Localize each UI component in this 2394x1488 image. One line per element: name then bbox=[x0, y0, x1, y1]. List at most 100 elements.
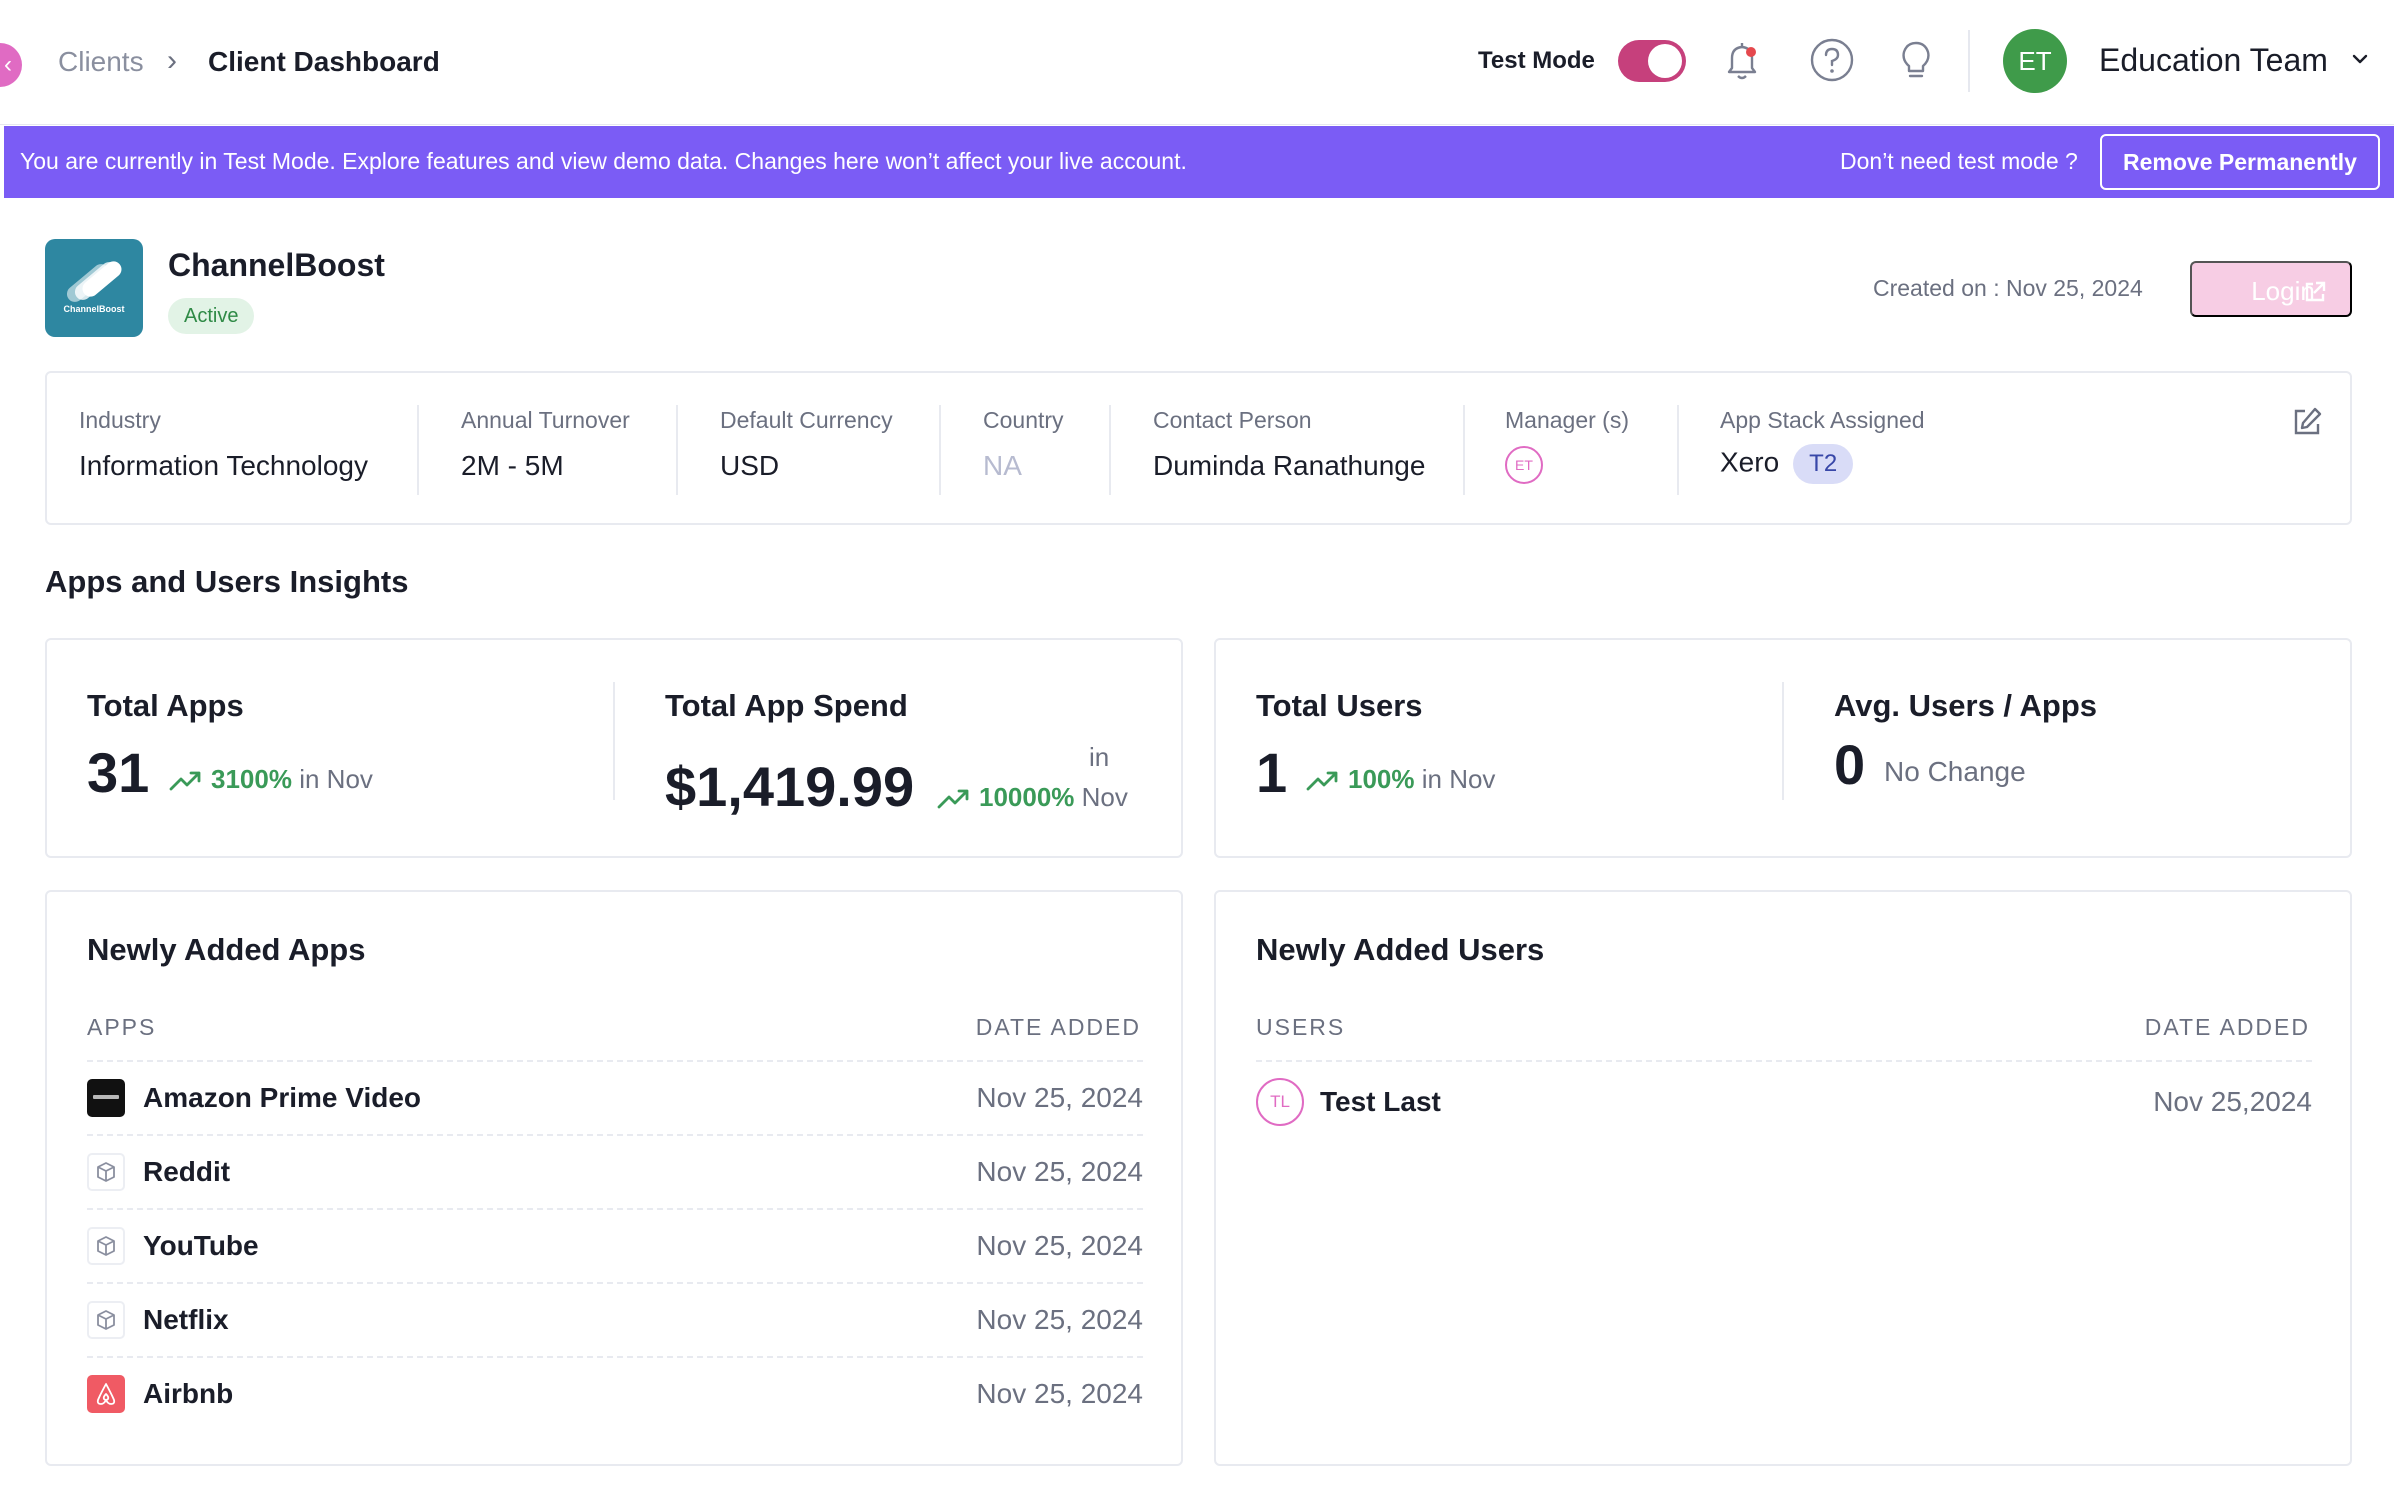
apps-column-header: APPS bbox=[87, 1014, 157, 1040]
avg-users-title: Avg. Users / Apps bbox=[1834, 688, 2098, 723]
app-name: Netflix bbox=[143, 1304, 229, 1335]
info-divider bbox=[1463, 405, 1465, 495]
test-mode-label: Test Mode bbox=[1478, 47, 1595, 74]
apps-metrics-card: Total Apps 31 3100% in Nov Total App Spe… bbox=[45, 638, 1183, 858]
edit-icon[interactable] bbox=[2290, 405, 2324, 439]
test-mode-toggle[interactable] bbox=[1618, 40, 1686, 82]
table-row[interactable]: Netflix Nov 25, 2024 bbox=[87, 1282, 1143, 1356]
team-name[interactable]: Education Team bbox=[2099, 42, 2328, 78]
table-row[interactable]: Airbnb Nov 25, 2024 bbox=[87, 1356, 1143, 1430]
table-row[interactable]: Reddit Nov 25, 2024 bbox=[87, 1134, 1143, 1208]
total-apps-pct: 3100% bbox=[211, 764, 292, 794]
created-on: Created on : Nov 25, 2024 bbox=[1873, 275, 2143, 301]
trend-up-icon bbox=[1306, 771, 1338, 791]
user-name: Test Last bbox=[1320, 1086, 1441, 1117]
total-users-pct: 100% bbox=[1348, 764, 1415, 794]
app-date: Nov 25, 2024 bbox=[976, 1156, 1143, 1187]
manager-avatar[interactable]: ET bbox=[1505, 446, 1543, 484]
airbnb-icon bbox=[87, 1375, 125, 1413]
app-stack-badge[interactable]: T2 bbox=[1793, 444, 1854, 484]
total-spend-trend: 10000% Nov bbox=[937, 782, 1128, 813]
cube-icon bbox=[87, 1227, 125, 1265]
turnover-field: Annual Turnover 2M - 5M bbox=[461, 407, 630, 482]
info-divider bbox=[676, 405, 678, 495]
notification-bell-icon[interactable] bbox=[1716, 34, 1768, 86]
app-date: Nov 25, 2024 bbox=[976, 1082, 1143, 1113]
external-link-icon bbox=[2305, 281, 2326, 302]
app-stack-value: Xero T2 bbox=[1720, 444, 1925, 484]
help-icon[interactable] bbox=[1806, 34, 1858, 86]
cube-icon bbox=[87, 1301, 125, 1339]
total-users-value: 1 bbox=[1256, 741, 1288, 804]
date-column-header: DATE ADDED bbox=[975, 1014, 1141, 1040]
logo-text: ChannelBoost bbox=[63, 304, 125, 314]
table-row[interactable]: TL Test Last Nov 25,2024 bbox=[1256, 1060, 2312, 1144]
total-users-trend: 100% in Nov bbox=[1306, 764, 1495, 795]
manager-label: Manager (s) bbox=[1505, 407, 1629, 433]
user-date: Nov 25,2024 bbox=[2153, 1086, 2312, 1117]
total-apps-trend: 3100% in Nov bbox=[169, 764, 373, 795]
info-divider bbox=[1677, 405, 1679, 495]
country-value: NA bbox=[983, 450, 1022, 481]
turnover-value: 2M - 5M bbox=[461, 450, 564, 481]
total-spend-suffix-bottom: Nov bbox=[1081, 782, 1128, 812]
cube-icon bbox=[87, 1153, 125, 1191]
app-name: Airbnb bbox=[143, 1378, 234, 1409]
table-row[interactable]: Amazon Prime Video Nov 25, 2024 bbox=[87, 1060, 1143, 1134]
top-bar: ‹ Clients › Client Dashboard Test Mode E… bbox=[0, 0, 2394, 125]
industry-field: Industry Information Technology bbox=[79, 407, 368, 482]
total-spend-pct: 10000% bbox=[979, 782, 1075, 812]
insights-title: Apps and Users Insights bbox=[45, 564, 409, 599]
toggle-knob bbox=[1648, 44, 1682, 78]
avatar[interactable]: ET bbox=[2003, 29, 2067, 93]
trend-up-icon bbox=[169, 771, 201, 791]
header-divider bbox=[1968, 30, 1970, 92]
avg-users-value: 0 bbox=[1834, 733, 1866, 796]
new-apps-title: Newly Added Apps bbox=[87, 932, 366, 967]
country-field: Country NA bbox=[983, 407, 1064, 482]
country-label: Country bbox=[983, 407, 1064, 433]
login-label: Login bbox=[2251, 276, 2315, 306]
app-date: Nov 25, 2024 bbox=[976, 1378, 1143, 1409]
date-column-header: DATE ADDED bbox=[2144, 1014, 2310, 1040]
metric-divider bbox=[1782, 682, 1784, 800]
total-apps-suffix: in Nov bbox=[299, 764, 373, 794]
contact-label: Contact Person bbox=[1153, 407, 1312, 433]
currency-label: Default Currency bbox=[720, 407, 893, 433]
total-users-title: Total Users bbox=[1256, 688, 1423, 723]
app-name: YouTube bbox=[143, 1230, 259, 1261]
total-apps-title: Total Apps bbox=[87, 688, 244, 723]
trend-up-icon bbox=[937, 789, 969, 809]
users-column-header: USERS bbox=[1256, 1014, 1346, 1040]
info-divider bbox=[1109, 405, 1111, 495]
total-apps-value: 31 bbox=[87, 741, 150, 804]
status-badge: Active bbox=[168, 298, 255, 334]
prime-video-icon bbox=[87, 1079, 125, 1117]
users-metrics-card: Total Users 1 100% in Nov Avg. Users / A… bbox=[1214, 638, 2352, 858]
app-stack-name: Xero bbox=[1720, 446, 1780, 478]
login-button[interactable]: Login bbox=[2190, 261, 2352, 317]
remove-permanently-button[interactable]: Remove Permanently bbox=[2100, 134, 2380, 190]
app-name: Amazon Prime Video bbox=[143, 1082, 422, 1113]
app-date: Nov 25, 2024 bbox=[976, 1230, 1143, 1261]
new-apps-card: Newly Added Apps APPS DATE ADDED Amazon … bbox=[45, 890, 1183, 1466]
total-spend-title: Total App Spend bbox=[665, 688, 908, 723]
currency-value: USD bbox=[720, 450, 780, 481]
total-spend-suffix-top: in bbox=[1089, 742, 1110, 772]
app-stack-field: App Stack Assigned Xero T2 bbox=[1720, 407, 1925, 484]
user-avatar: TL bbox=[1256, 1078, 1304, 1126]
lightbulb-icon[interactable] bbox=[1890, 34, 1942, 86]
chevron-left-icon: ‹ bbox=[4, 51, 12, 78]
back-button[interactable]: ‹ bbox=[0, 43, 22, 87]
app-stack-label: App Stack Assigned bbox=[1720, 407, 1925, 433]
table-row[interactable]: YouTube Nov 25, 2024 bbox=[87, 1208, 1143, 1282]
breadcrumb-clients-link[interactable]: Clients bbox=[58, 46, 144, 77]
industry-label: Industry bbox=[79, 407, 161, 433]
client-info-card: Industry Information Technology Annual T… bbox=[45, 371, 2352, 525]
new-users-title: Newly Added Users bbox=[1256, 932, 1545, 967]
turnover-label: Annual Turnover bbox=[461, 407, 630, 433]
contact-value: Duminda Ranathunge bbox=[1153, 450, 1426, 481]
banner-message: You are currently in Test Mode. Explore … bbox=[20, 148, 1187, 174]
chevron-down-icon[interactable] bbox=[2345, 44, 2375, 74]
manager-field: Manager (s) ET bbox=[1505, 407, 1629, 484]
